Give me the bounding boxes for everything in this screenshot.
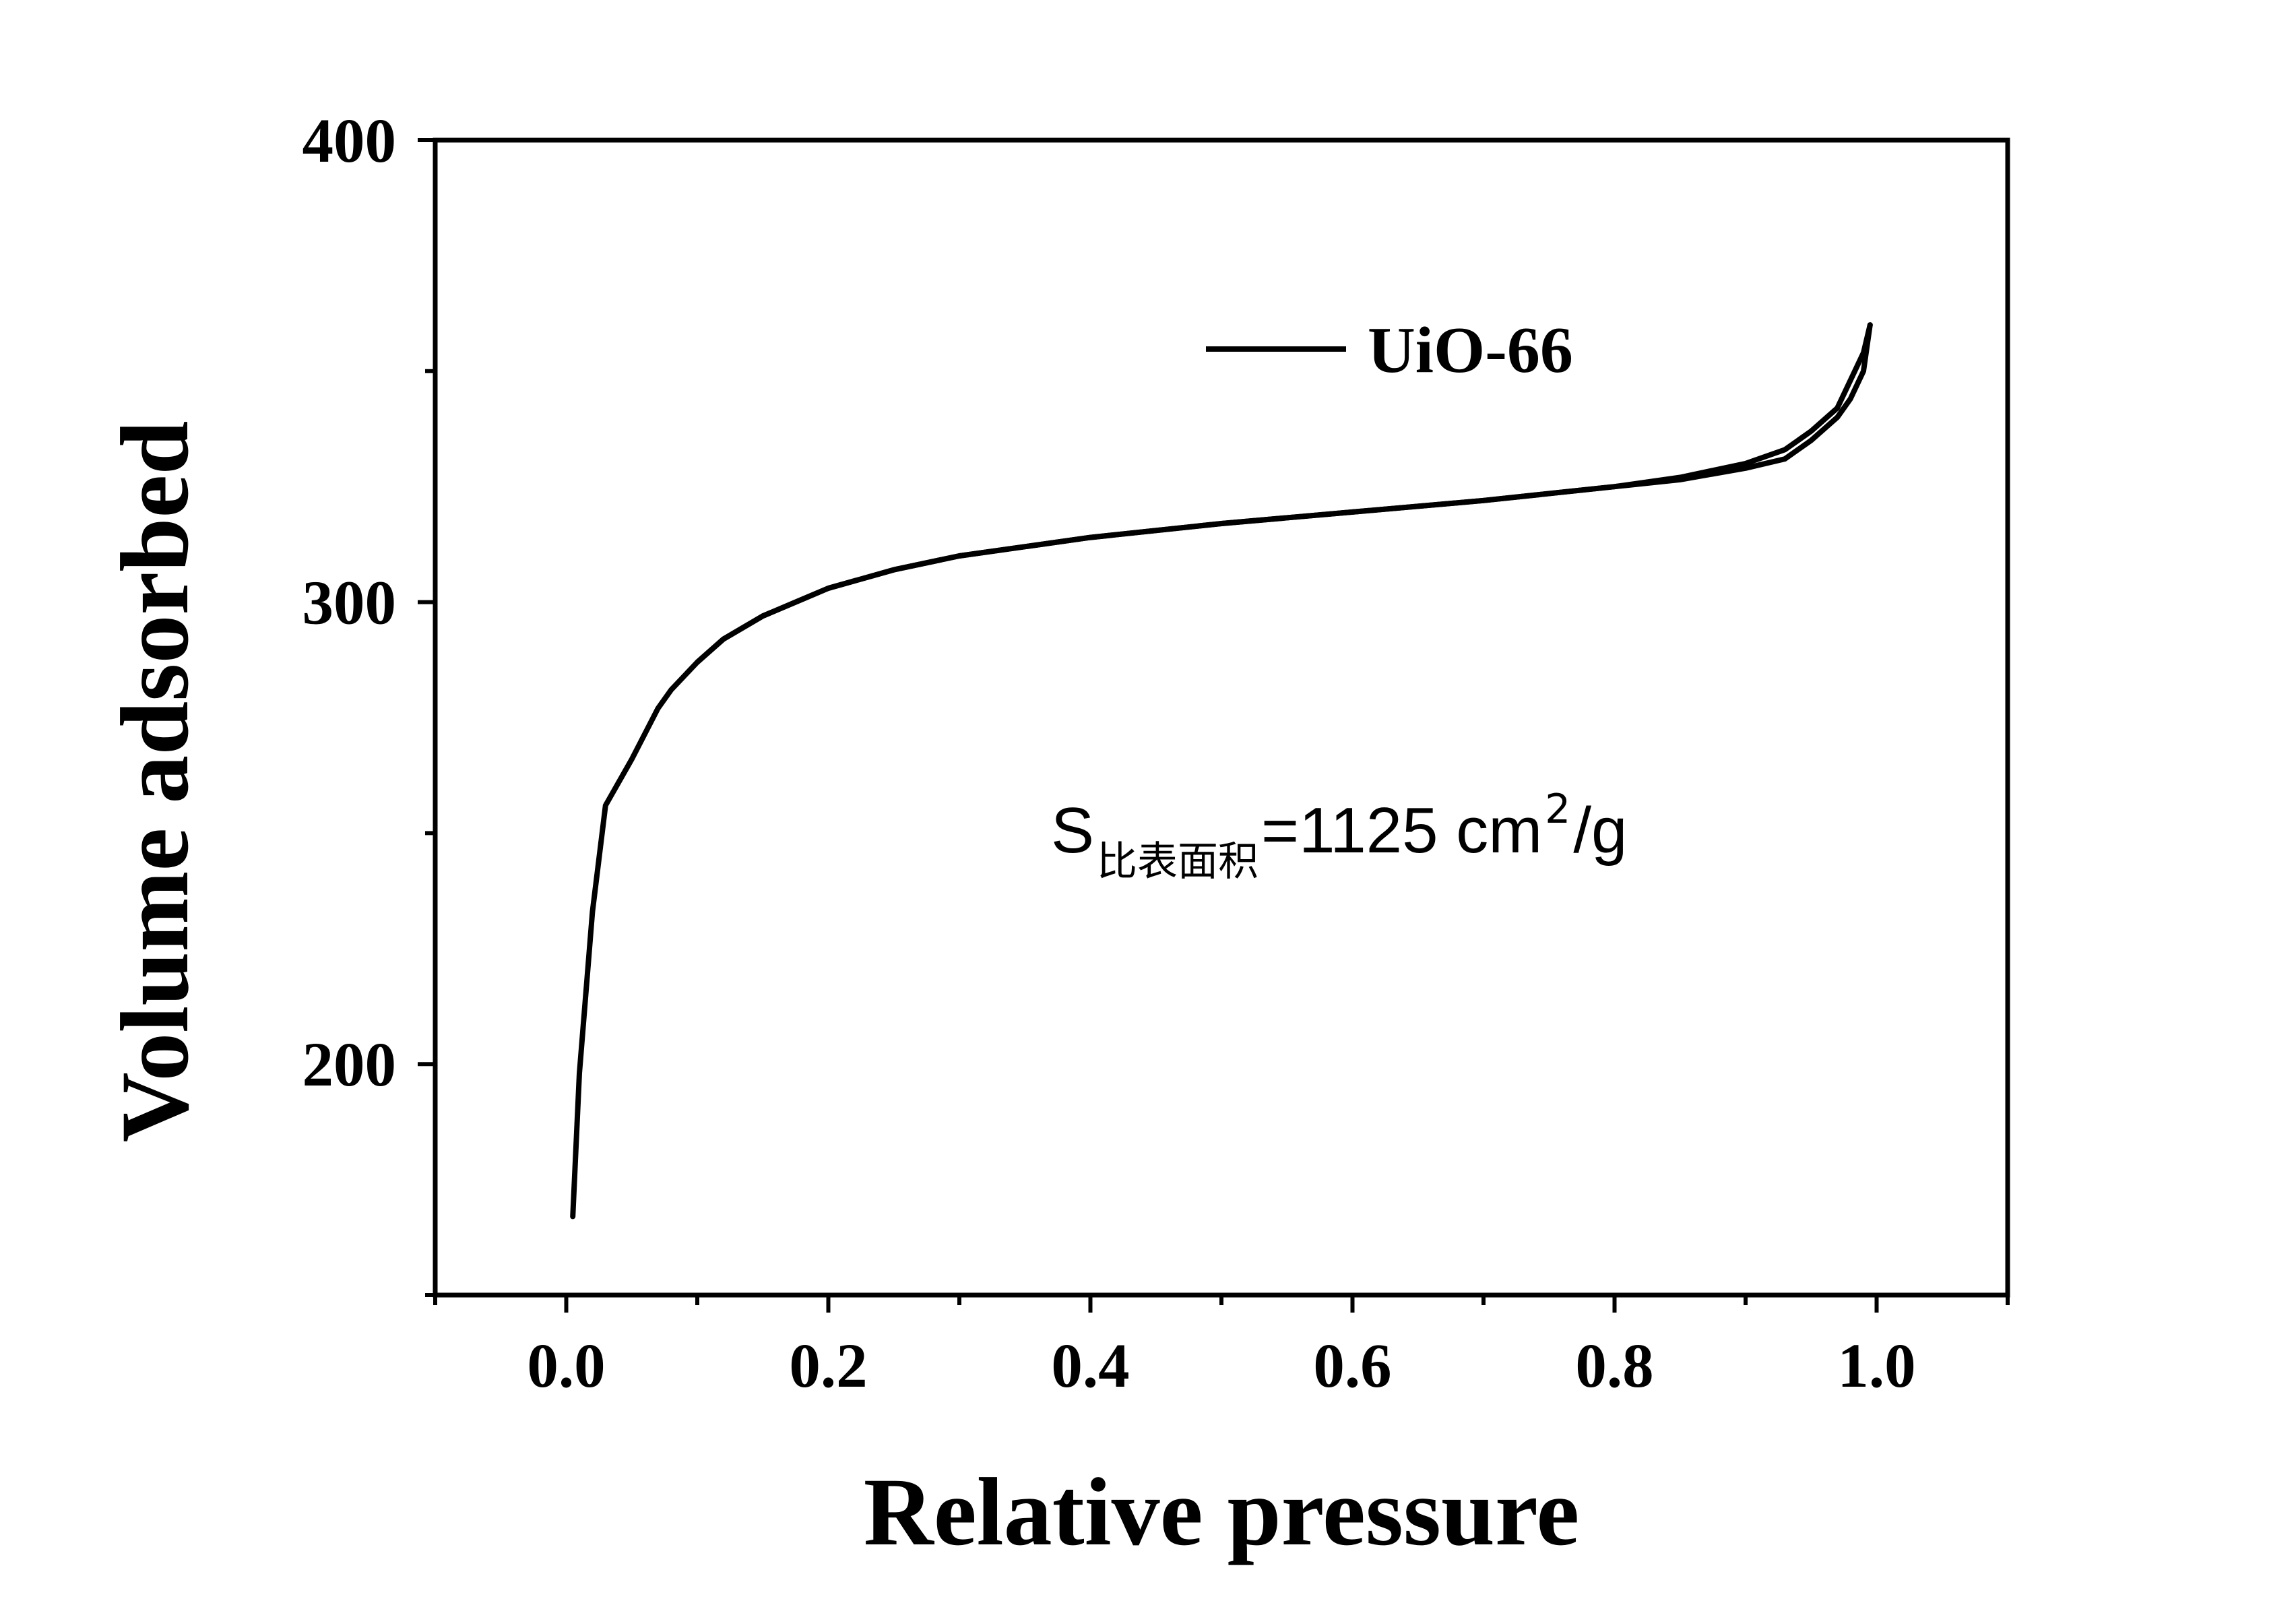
legend: UiO-66 [1206,314,1573,387]
x-tick-label: 0.0 [527,1331,605,1401]
y-tick-label: 400 [302,106,397,176]
annotation-symbol: S [1051,794,1094,867]
x-tick-label: 0.4 [1051,1331,1129,1401]
x-axis-ticks [433,1295,2010,1313]
legend-label-uio-66: UiO-66 [1368,314,1573,387]
annotation-value: =1125 cm [1261,794,1542,867]
surface-area-annotation: S 比表面积 =1125 cm 2 /g [1051,786,1627,885]
y-axis-title: Volume adsorbed [102,421,209,1143]
series-layer [570,322,1873,1220]
x-axis-tick-labels: 0.0 0.2 0.4 0.6 0.8 1.0 [527,1331,1915,1401]
y-tick-label: 200 [302,1030,397,1100]
x-tick-label: 1.0 [1837,1331,1915,1401]
y-axis-tick-labels: 200 300 400 [302,106,397,1100]
x-tick-label: 0.6 [1313,1331,1391,1401]
y-axis-ticks [418,138,435,1297]
annotation-superscript: 2 [1545,786,1570,833]
annotation-unit: /g [1573,794,1627,867]
series-uio-66-desorption [695,322,1873,665]
series-uio-66-adsorption [570,322,1873,1220]
x-tick-label: 0.8 [1575,1331,1653,1401]
plot-frame [433,137,2010,1298]
x-tick-label: 0.2 [789,1331,867,1401]
annotation-subscript: 比表面积 [1097,838,1258,885]
y-tick-label: 300 [302,569,397,638]
x-axis-title: Relative pressure [864,1459,1580,1566]
